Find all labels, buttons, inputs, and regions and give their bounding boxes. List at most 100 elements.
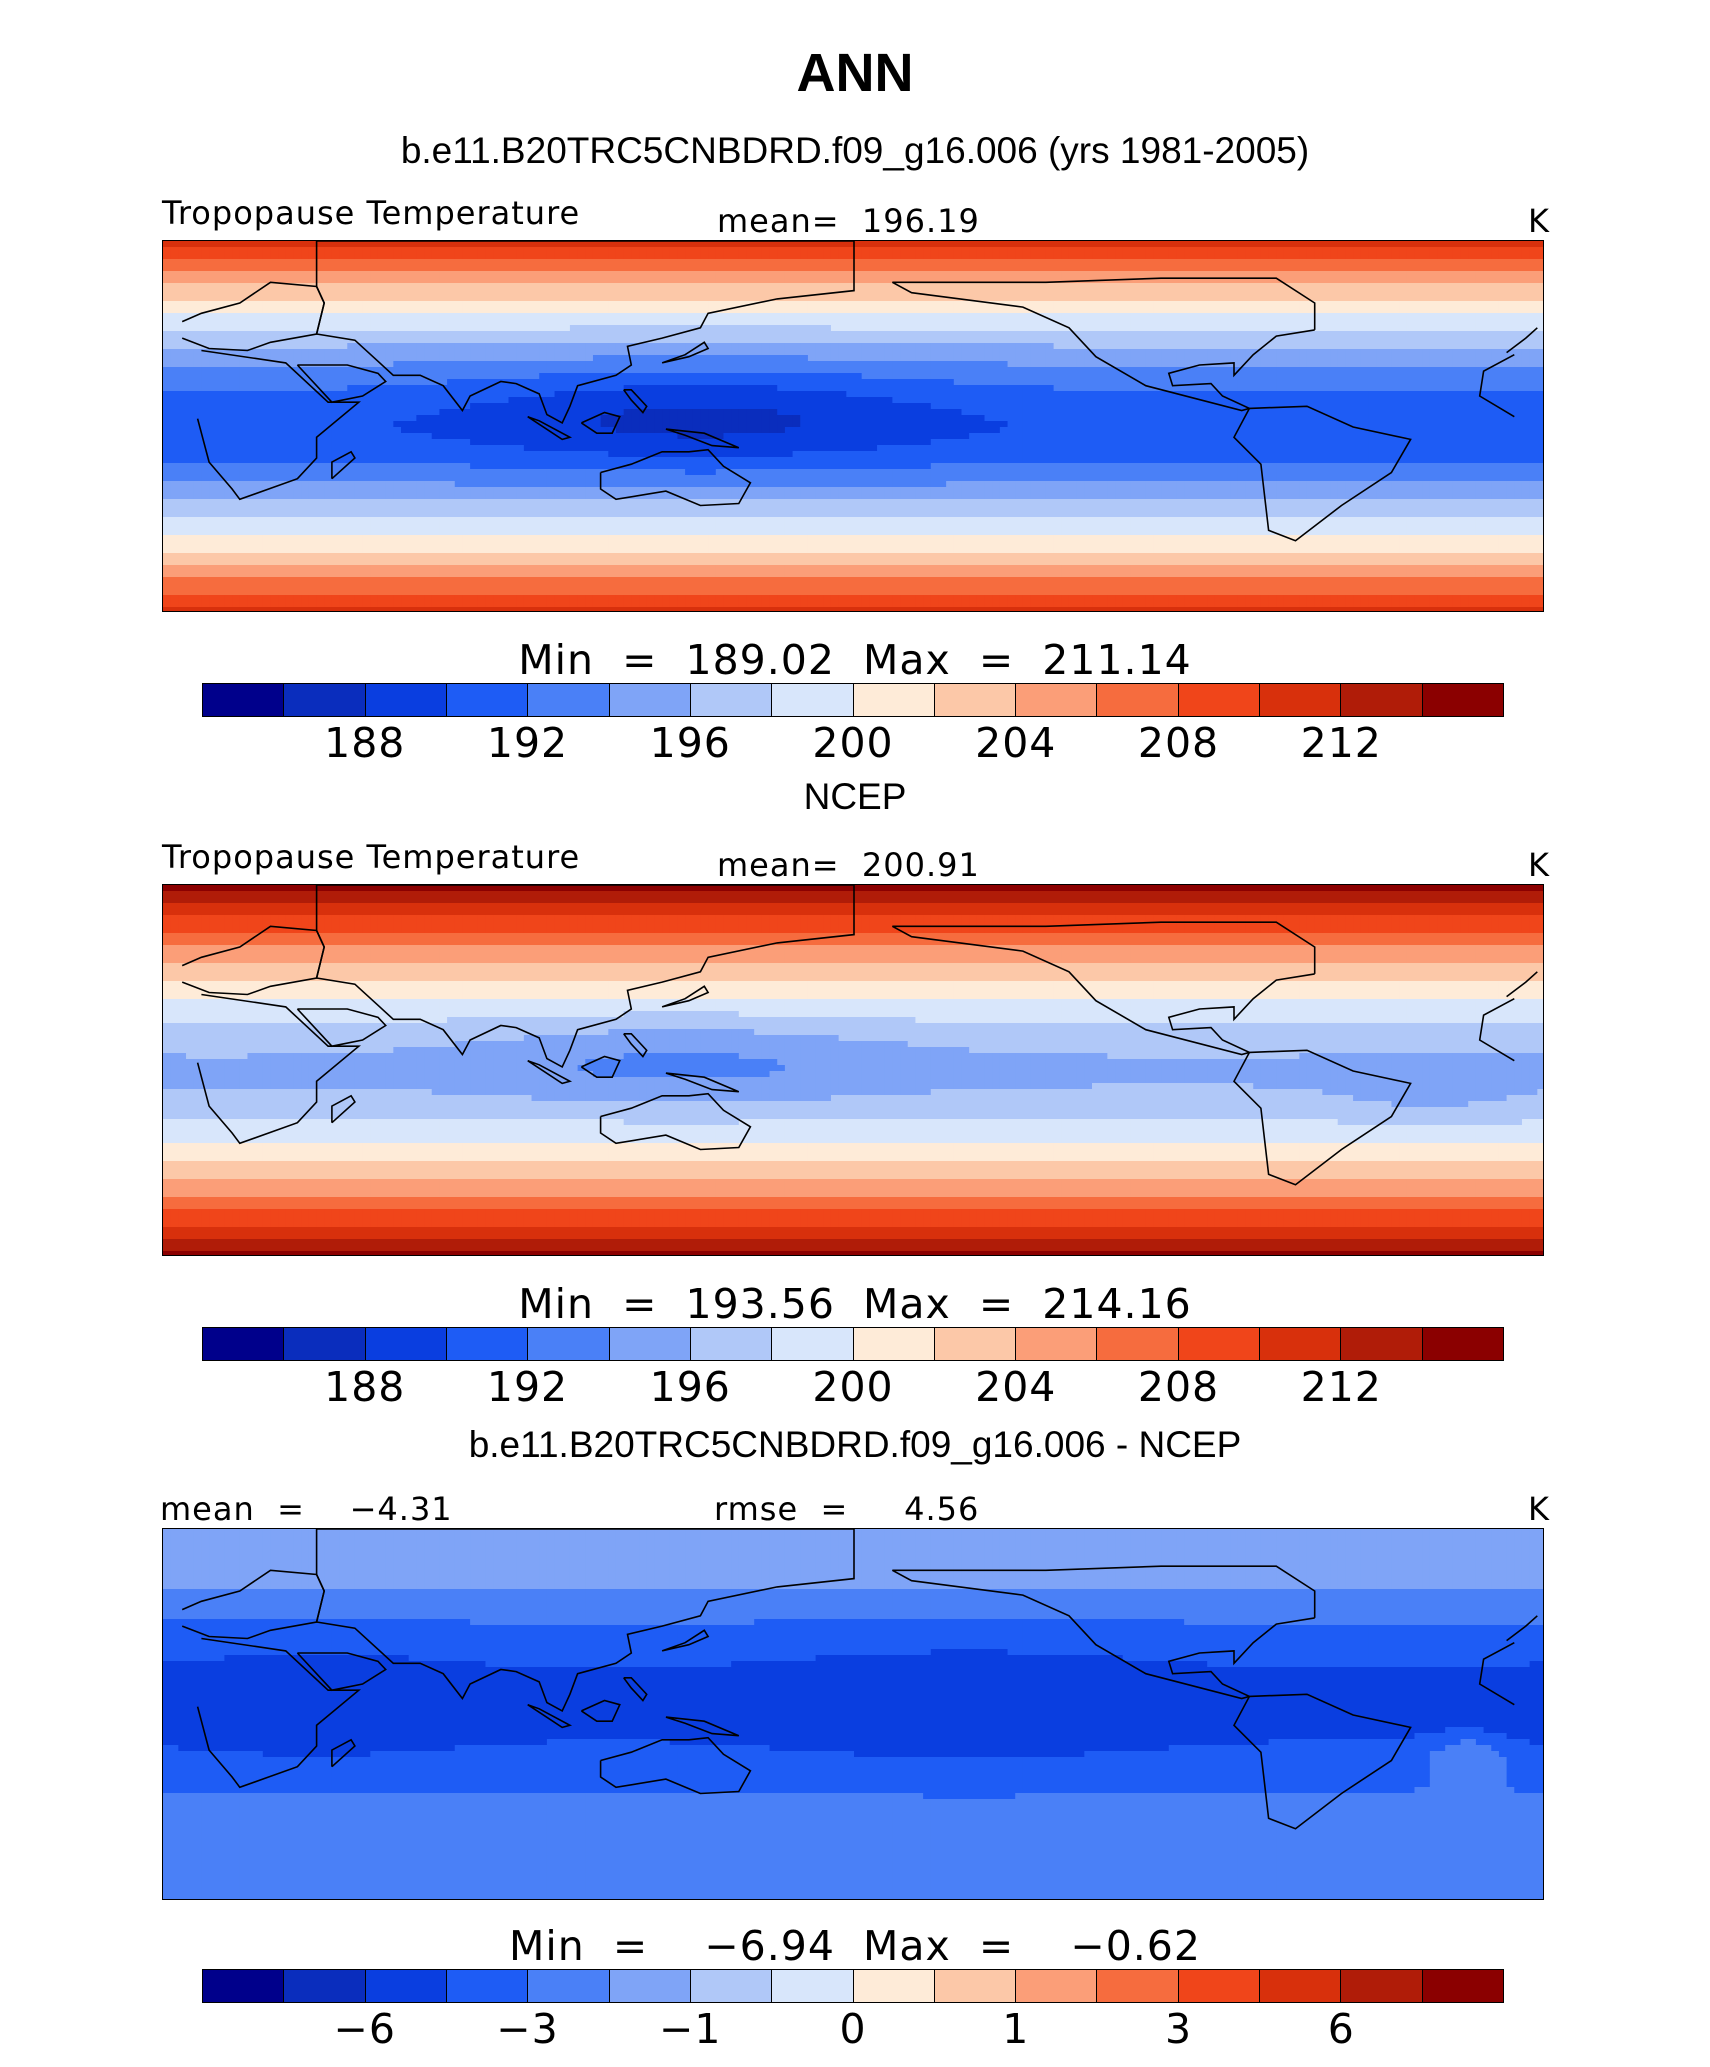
field-cell xyxy=(1022,301,1032,308)
field-cell xyxy=(1230,277,1239,284)
field-cell xyxy=(708,403,717,410)
field-cell xyxy=(623,337,632,344)
field-cell xyxy=(1314,319,1323,326)
field-cell xyxy=(470,301,479,308)
field-cell xyxy=(270,349,279,356)
field-cell xyxy=(186,331,195,338)
field-cell xyxy=(1429,319,1439,326)
field-cell xyxy=(615,283,625,290)
field-cell xyxy=(569,313,579,320)
field-cell xyxy=(454,241,464,248)
field-cell xyxy=(1322,337,1331,344)
field-cell xyxy=(915,247,924,254)
field-cell xyxy=(1145,391,1155,398)
field-cell xyxy=(769,277,778,284)
field-cell xyxy=(761,373,771,380)
field-cell xyxy=(324,247,333,254)
field-cell xyxy=(1406,349,1416,356)
field-cell xyxy=(424,307,433,314)
field-cell xyxy=(354,265,364,272)
field-cell xyxy=(884,259,893,266)
field-cell xyxy=(1268,343,1277,350)
field-cell xyxy=(1161,301,1170,308)
field-cell xyxy=(1322,283,1331,290)
field-cell xyxy=(854,307,863,314)
field-cell xyxy=(1360,325,1370,332)
field-cell xyxy=(700,271,709,278)
field-cell xyxy=(1345,301,1354,308)
field-cell xyxy=(838,325,847,332)
field-cell xyxy=(1068,247,1078,254)
field-cell xyxy=(731,379,740,386)
field-cell xyxy=(331,295,341,302)
field-cell xyxy=(339,253,348,260)
field-cell xyxy=(639,289,648,296)
field-cell xyxy=(946,247,955,254)
field-cell xyxy=(892,331,901,338)
field-cell xyxy=(723,355,732,362)
field-cell xyxy=(362,259,371,266)
field-cell xyxy=(1514,355,1523,362)
field-cell xyxy=(1061,343,1070,350)
field-cell xyxy=(784,403,794,410)
field-cell xyxy=(1253,397,1262,404)
field-cell xyxy=(608,397,617,404)
field-cell xyxy=(708,253,717,260)
field-cell xyxy=(1107,283,1116,290)
field-cell xyxy=(1383,361,1393,368)
field-cell xyxy=(1260,277,1270,284)
field-cell xyxy=(669,349,679,356)
field-cell xyxy=(493,337,502,344)
field-cell xyxy=(976,265,986,272)
field-cell xyxy=(1130,277,1139,284)
field-cell xyxy=(1414,301,1423,308)
field-cell xyxy=(255,367,264,374)
field-cell xyxy=(424,337,433,344)
field-cell xyxy=(239,277,249,284)
field-cell xyxy=(715,289,725,296)
field-cell xyxy=(224,397,233,404)
field-cell xyxy=(1491,247,1500,254)
field-cell xyxy=(1199,253,1208,260)
field-cell xyxy=(339,313,348,320)
field-cell xyxy=(209,271,218,278)
field-cell xyxy=(646,391,655,398)
field-cell xyxy=(892,349,901,356)
field-cell xyxy=(976,391,986,398)
field-cell xyxy=(1322,349,1331,356)
field-cell xyxy=(270,391,279,398)
field-cell xyxy=(1153,397,1162,404)
field-cell xyxy=(1122,331,1131,338)
field-cell xyxy=(669,337,679,344)
field-cell xyxy=(523,277,533,284)
field-cell xyxy=(1514,289,1523,296)
field-cell xyxy=(163,397,172,404)
field-cell xyxy=(1475,295,1485,302)
field-cell xyxy=(1007,361,1016,368)
field-cell xyxy=(761,367,771,374)
field-cell xyxy=(1291,307,1300,314)
field-cell xyxy=(470,265,479,272)
field-cell xyxy=(731,391,740,398)
field-cell xyxy=(1437,289,1446,296)
field-cell xyxy=(362,301,371,308)
field-cell xyxy=(531,259,540,266)
field-cell xyxy=(493,265,502,272)
field-cell xyxy=(1529,343,1538,350)
field-cell xyxy=(1161,295,1170,302)
field-cell xyxy=(800,319,809,326)
field-cell xyxy=(1237,247,1247,254)
field-cell xyxy=(462,349,471,356)
field-cell xyxy=(1521,241,1531,248)
field-cell xyxy=(1460,289,1469,296)
field-cell xyxy=(1514,349,1523,356)
field-cell xyxy=(823,361,832,368)
field-cell xyxy=(869,379,878,386)
field-cell xyxy=(393,271,402,278)
field-cell xyxy=(216,325,226,332)
field-cell xyxy=(815,355,824,362)
field-cell xyxy=(1207,283,1216,290)
field-cell xyxy=(1260,355,1270,362)
field-cell xyxy=(731,253,740,260)
field-cell xyxy=(424,259,433,266)
